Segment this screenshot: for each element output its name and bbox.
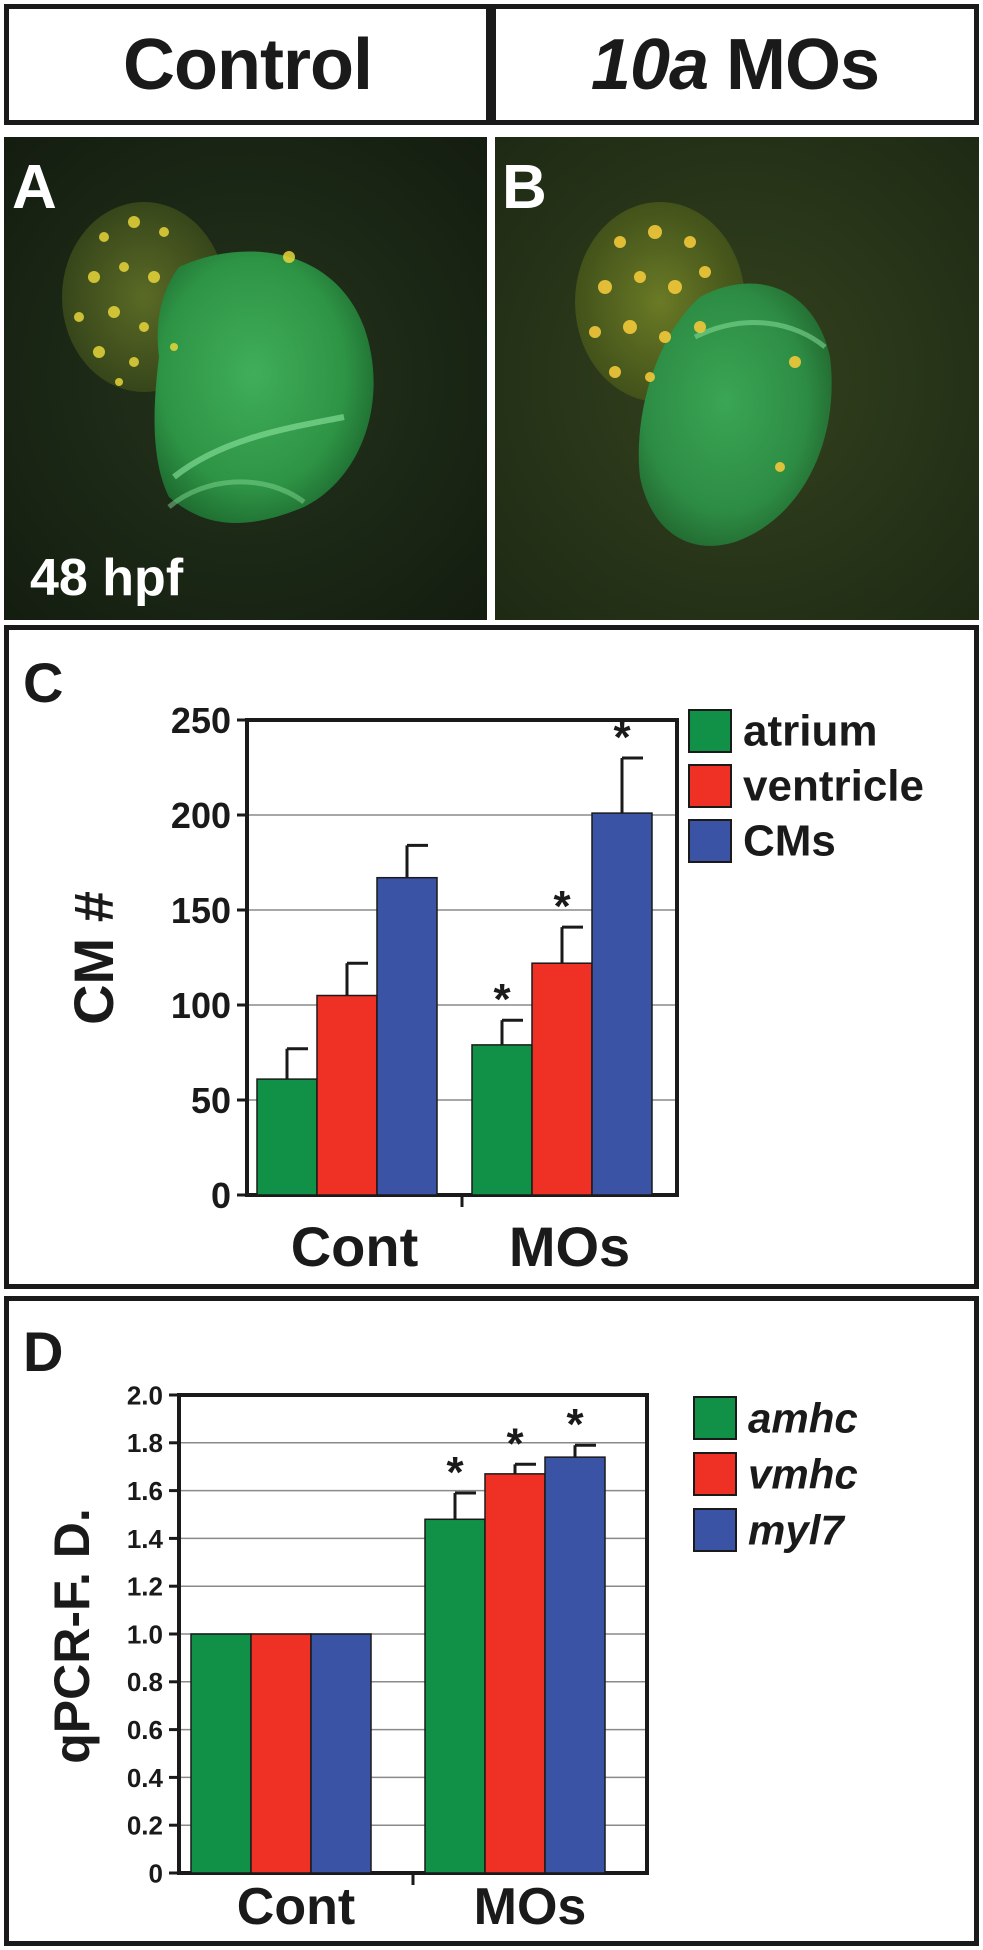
bar-ventricle	[531, 962, 593, 1196]
legend-swatch-myl7	[693, 1508, 737, 1552]
bar-ventricle	[316, 994, 378, 1196]
bar-amhc	[424, 1518, 486, 1874]
y-tick-label: 1.4	[127, 1524, 164, 1554]
significance-marker: *	[553, 882, 571, 931]
y-tick-label: 250	[171, 700, 231, 741]
heart-image-control	[4, 137, 487, 620]
panel-label-a: A	[12, 153, 57, 222]
chart-cm-count: C 0 50 100 150 200 250 CM # Cont MOs * * * atrium vent…	[23, 651, 924, 1278]
significance-marker: *	[493, 975, 511, 1024]
legend-label-myl7: myl7	[748, 1507, 845, 1554]
bar-amhc	[190, 1633, 252, 1874]
bar-vmhc	[250, 1633, 312, 1874]
y-tick-label: 0.8	[127, 1667, 163, 1697]
x-category-label: Cont	[291, 1215, 419, 1278]
y-tick-label: 1.6	[127, 1476, 163, 1506]
bar-CMs	[591, 812, 653, 1196]
bar-myl7	[544, 1456, 606, 1874]
micrograph-control	[4, 137, 487, 620]
y-tick-label: 200	[171, 795, 231, 836]
chart-panel-d: D 0 0.2 0.4 0.6 0.8 1.0 1.2 1.4 1.6 1.8 2.0 qPCR-F. …	[4, 1296, 979, 1946]
significance-marker: *	[566, 1400, 584, 1449]
header-control-label: Control	[123, 24, 373, 105]
legend-label-CMs: CMs	[743, 817, 836, 866]
header-mo-italic-label: 10a	[590, 24, 709, 105]
legend-swatch-amhc	[693, 1396, 737, 1440]
y-tick-label: 50	[191, 1080, 231, 1121]
y-tick-label: 0.4	[127, 1763, 164, 1793]
bar-vmhc	[484, 1473, 546, 1874]
significance-marker: *	[613, 713, 631, 762]
header-control: Control	[4, 4, 491, 125]
y-tick-label: 1.2	[127, 1572, 163, 1602]
legend-label-atrium: atrium	[743, 707, 877, 756]
heart-image-morpholino	[495, 137, 979, 620]
bar-atrium	[256, 1078, 318, 1196]
significance-marker: *	[506, 1419, 524, 1468]
y-tick-label: 0.2	[127, 1811, 163, 1841]
legend-label-vmhc: vmhc	[748, 1451, 858, 1498]
header-mo-label: MOs	[726, 24, 880, 105]
x-category-label: MOs	[509, 1215, 630, 1278]
panel-label-b: B	[502, 153, 547, 222]
bar-myl7	[310, 1633, 372, 1874]
chart-panel-c: C 0 50 100 150 200 250 CM # Cont MOs * * * atrium vent…	[4, 625, 979, 1289]
y-tick-label: 1.8	[127, 1428, 163, 1458]
y-tick-label: 2.0	[127, 1380, 163, 1410]
legend-swatch-vmhc	[693, 1452, 737, 1496]
legend-swatch-CMs	[688, 819, 732, 863]
bar-CMs	[376, 876, 438, 1196]
y-tick-label: 150	[171, 890, 231, 931]
y-tick-label: 1.0	[127, 1619, 163, 1649]
stage-label: 48 hpf	[30, 549, 184, 607]
legend-label-amhc: amhc	[748, 1395, 858, 1442]
y-axis-label: CM #	[62, 891, 125, 1025]
legend-swatch-atrium	[688, 709, 732, 753]
y-tick-label: 100	[171, 985, 231, 1026]
header-morpholino: 10a MOs	[491, 4, 979, 125]
significance-marker: *	[446, 1448, 464, 1497]
y-tick-label: 0	[211, 1175, 231, 1216]
y-axis-label: qPCR-F. D.	[44, 1508, 100, 1764]
y-tick-label: 0.6	[127, 1715, 163, 1745]
legend-swatch-ventricle	[688, 764, 732, 808]
chart-qpcr: D 0 0.2 0.4 0.6 0.8 1.0 1.2 1.4 1.6 1.8 2.0 qPCR-F. …	[23, 1320, 858, 1936]
y-tick-label: 0	[149, 1858, 163, 1888]
panel-label: D	[23, 1320, 63, 1383]
legend-label-ventricle: ventricle	[743, 762, 924, 811]
x-category-label: Cont	[237, 1878, 355, 1936]
micrograph-morpholino	[495, 137, 979, 620]
x-category-label: MOs	[474, 1878, 587, 1936]
panel-label: C	[23, 651, 63, 714]
bar-atrium	[471, 1044, 533, 1196]
